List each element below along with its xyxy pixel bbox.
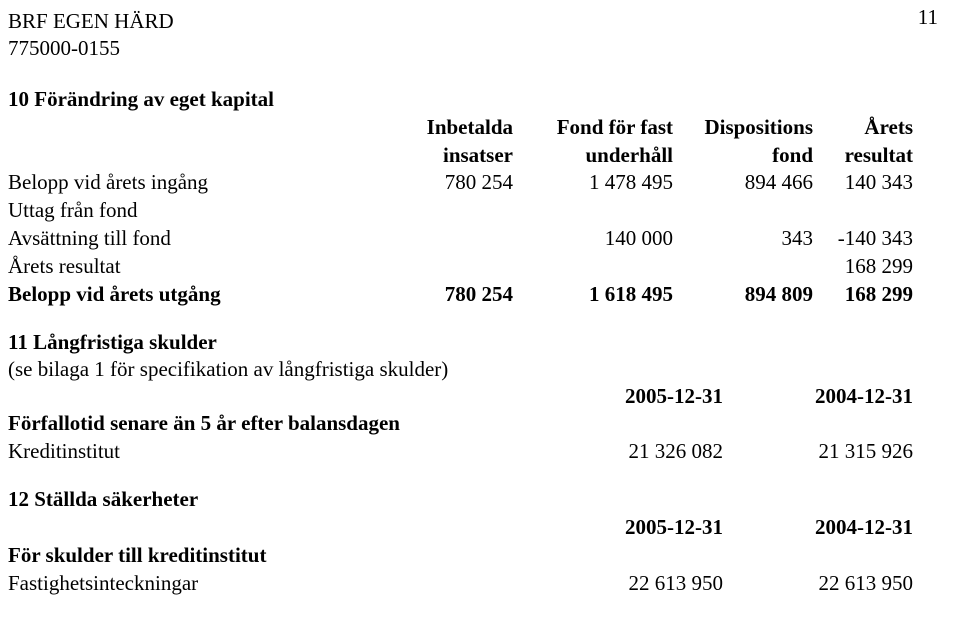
cell: 140 343 [813,169,913,197]
cell: 21 315 926 [723,438,913,466]
row-label: Belopp vid årets utgång [8,281,378,309]
row-label: Uttag från fond [8,197,378,225]
org-id: 775000-0155 [8,35,938,62]
cell: 894 466 [673,169,813,197]
cell [813,197,913,225]
section-12-table: 12 Ställda säkerheter 2005-12-31 2004-12… [8,486,913,598]
col-header: Inbetalda [378,114,513,142]
section-11-table: 2005-12-31 2004-12-31 Förfallotid senare… [8,383,913,467]
section-10-table: 10 Förändring av eget kapital Inbetalda … [8,86,913,309]
table-row: Fastighetsinteckningar 22 613 950 22 613… [8,570,913,598]
cell: 780 254 [378,281,513,309]
cell [673,253,813,281]
cell [378,253,513,281]
cell [378,225,513,253]
cell: 140 000 [513,225,673,253]
col-header: insatser [378,142,513,170]
page-number: 11 [918,4,938,31]
cell: 894 809 [673,281,813,309]
cell [513,253,673,281]
col-header: 2005-12-31 [538,514,723,542]
col-header: 2004-12-31 [723,383,913,411]
row-label: Avsättning till fond [8,225,378,253]
section-11-note: (se bilaga 1 för specifikation av långfr… [8,356,938,383]
col-header: Dispositions [673,114,813,142]
section-11-title: 11 Långfristiga skulder [8,329,938,356]
cell: 1 478 495 [513,169,673,197]
section-12-title: 12 Ställda säkerheter [8,486,538,514]
row-label: Årets resultat [8,253,378,281]
cell: 22 613 950 [723,570,913,598]
cell [513,197,673,225]
cell: 168 299 [813,281,913,309]
cell: -140 343 [813,225,913,253]
cell: 22 613 950 [538,570,723,598]
cell: 780 254 [378,169,513,197]
col-header: 2005-12-31 [538,383,723,411]
col-header: resultat [813,142,913,170]
cell: 1 618 495 [513,281,673,309]
row-label: Kreditinstitut [8,438,538,466]
col-header: underhåll [513,142,673,170]
cell [378,197,513,225]
col-header: fond [673,142,813,170]
section-12-subheading: För skulder till kreditinstitut [8,542,538,570]
section-10-title: 10 Förändring av eget kapital [8,86,378,114]
table-row: Uttag från fond [8,197,913,225]
table-row: Årets resultat 168 299 [8,253,913,281]
cell [673,197,813,225]
row-label: Fastighetsinteckningar [8,570,538,598]
col-header: 2004-12-31 [723,514,913,542]
col-header: Årets [813,114,913,142]
org-name: BRF EGEN HÄRD [8,8,938,35]
table-row: Belopp vid årets utgång 780 254 1 618 49… [8,281,913,309]
cell: 168 299 [813,253,913,281]
table-row: Belopp vid årets ingång 780 254 1 478 49… [8,169,913,197]
row-label: Belopp vid årets ingång [8,169,378,197]
table-row: Avsättning till fond 140 000 343 -140 34… [8,225,913,253]
section-11-subheading: Förfallotid senare än 5 år efter balansd… [8,410,538,438]
col-header: Fond för fast [513,114,673,142]
cell: 343 [673,225,813,253]
cell: 21 326 082 [538,438,723,466]
table-row: Kreditinstitut 21 326 082 21 315 926 [8,438,913,466]
